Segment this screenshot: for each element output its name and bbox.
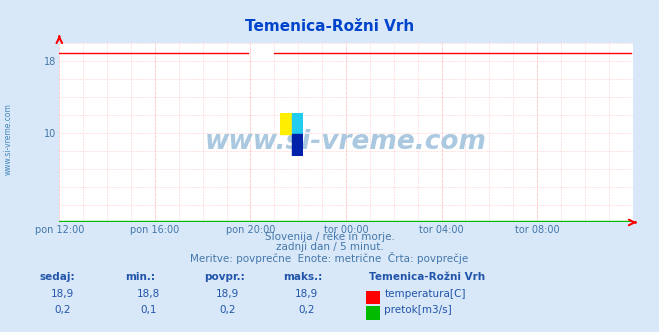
Text: Temenica-Rožni Vrh: Temenica-Rožni Vrh: [245, 19, 414, 34]
Text: 0,2: 0,2: [54, 305, 71, 315]
Text: Slovenija / reke in morje.: Slovenija / reke in morje.: [264, 232, 395, 242]
Text: 18,9: 18,9: [215, 289, 239, 299]
Text: Temenica-Rožni Vrh: Temenica-Rožni Vrh: [369, 272, 485, 282]
Bar: [291, 134, 303, 156]
Bar: [291, 113, 303, 134]
Bar: [280, 113, 291, 134]
Text: 0,1: 0,1: [140, 305, 157, 315]
Text: www.si-vreme.com: www.si-vreme.com: [3, 104, 13, 175]
Text: 18,9: 18,9: [51, 289, 74, 299]
Text: sedaj:: sedaj:: [40, 272, 75, 282]
Text: min.:: min.:: [125, 272, 156, 282]
Text: www.si-vreme.com: www.si-vreme.com: [205, 129, 487, 155]
Text: Meritve: povprečne  Enote: metrične  Črta: povprečje: Meritve: povprečne Enote: metrične Črta:…: [190, 252, 469, 264]
Text: 0,2: 0,2: [219, 305, 236, 315]
Bar: [366, 306, 380, 320]
Text: 0,2: 0,2: [298, 305, 315, 315]
Text: 18,8: 18,8: [136, 289, 160, 299]
Text: temperatura[C]: temperatura[C]: [384, 289, 466, 299]
Bar: [366, 290, 380, 304]
Text: pretok[m3/s]: pretok[m3/s]: [384, 305, 452, 315]
Text: povpr.:: povpr.:: [204, 272, 245, 282]
Text: zadnji dan / 5 minut.: zadnji dan / 5 minut.: [275, 242, 384, 252]
Text: 18,9: 18,9: [295, 289, 318, 299]
Text: maks.:: maks.:: [283, 272, 323, 282]
